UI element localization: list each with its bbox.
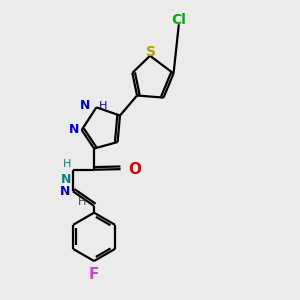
Text: S: S (146, 45, 157, 59)
Text: O: O (128, 162, 141, 177)
Text: F: F (89, 268, 99, 283)
Text: N: N (60, 185, 71, 198)
Text: N: N (69, 124, 80, 136)
Text: H: H (78, 197, 87, 207)
Text: H: H (99, 101, 107, 111)
Text: Cl: Cl (171, 13, 186, 27)
Text: H: H (63, 159, 71, 169)
Text: N: N (80, 99, 90, 112)
Text: N: N (61, 173, 71, 186)
